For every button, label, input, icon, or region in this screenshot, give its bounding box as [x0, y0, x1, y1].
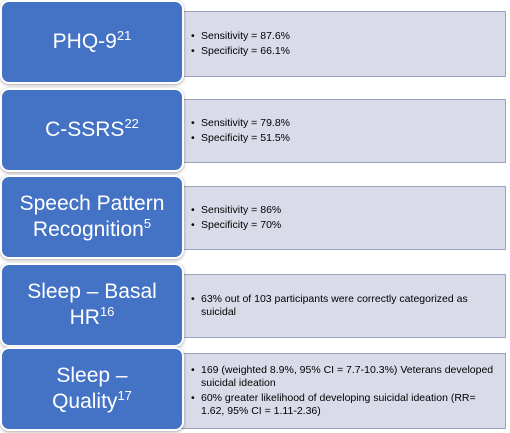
label-box-phq9: PHQ-921: [0, 0, 184, 84]
bullet-specificity: Specificity = 70%: [191, 219, 499, 232]
bullet-greater-likelihood: 60% greater likelihood of developing sui…: [191, 392, 499, 418]
label-line: Speech Pattern: [19, 192, 165, 215]
detail-box-cssrs: Sensitivity = 79.8% Specificity = 51.5%: [176, 99, 506, 163]
bullet-list: Sensitivity = 79.8% Specificity = 51.5%: [191, 115, 499, 147]
label-box-cssrs: C-SSRS22: [0, 88, 184, 172]
label-box-sleep-quality: Sleep – Quality17: [0, 347, 184, 431]
bullet-sensitivity: Sensitivity = 87.6%: [191, 30, 499, 43]
reference-number: 22: [124, 116, 139, 131]
bullet-sensitivity: Sensitivity = 79.8%: [191, 117, 499, 130]
bullet-correctly-categorized: 63% out of 103 participants were correct…: [191, 293, 499, 319]
bullet-sensitivity: Sensitivity = 86%: [191, 204, 499, 217]
label-box-sleep-basal-hr: Sleep – Basal HR16: [0, 263, 184, 347]
detail-box-sleep-basal-hr: 63% out of 103 participants were correct…: [176, 274, 506, 338]
detail-box-speech-pattern: Sensitivity = 86% Specificity = 70%: [176, 186, 506, 250]
reference-number: 5: [143, 216, 152, 231]
label-text: C-SSRS22: [45, 117, 139, 143]
label-line-2: Recognition5: [20, 217, 165, 243]
row-sleep-basal-hr: 63% out of 103 participants were correct…: [0, 263, 510, 347]
label-line: PHQ-9: [52, 30, 117, 53]
label-box-speech-pattern: Speech Pattern Recognition5: [0, 175, 184, 259]
row-speech-pattern: Sensitivity = 86% Specificity = 70% Spee…: [0, 175, 510, 259]
label-text: Speech Pattern Recognition5: [20, 191, 165, 243]
reference-number: 16: [99, 304, 115, 319]
bullet-list: 169 (weighted 8.9%, 95% CI = 7.7-10.3%) …: [191, 362, 499, 420]
label-line-2: HR16: [27, 305, 157, 331]
label-line: Sleep –: [56, 364, 128, 387]
bullet-specificity: Specificity = 66.1%: [191, 45, 499, 58]
label-line: Recognition: [32, 218, 144, 241]
label-text: PHQ-921: [53, 29, 132, 55]
reference-number: 21: [116, 28, 132, 43]
label-text: Sleep – Basal HR16: [27, 279, 157, 331]
detail-box-sleep-quality: 169 (weighted 8.9%, 95% CI = 7.7-10.3%) …: [176, 353, 506, 429]
bullet-list: 63% out of 103 participants were correct…: [191, 291, 499, 321]
label-line: Sleep – Basal: [27, 280, 157, 303]
row-cssrs: Sensitivity = 79.8% Specificity = 51.5% …: [0, 88, 510, 172]
bullet-list: Sensitivity = 86% Specificity = 70%: [191, 202, 499, 234]
label-line: Quality: [52, 390, 118, 413]
bullet-specificity: Specificity = 51.5%: [191, 132, 499, 145]
row-sleep-quality: 169 (weighted 8.9%, 95% CI = 7.7-10.3%) …: [0, 347, 510, 433]
label-line: HR: [69, 306, 100, 329]
label-line: C-SSRS: [45, 118, 125, 141]
label-text: Sleep – Quality17: [52, 363, 132, 415]
detail-box-phq9: Sensitivity = 87.6% Specificity = 66.1%: [176, 11, 506, 77]
reference-number: 17: [117, 388, 132, 403]
bullet-veterans-ideation: 169 (weighted 8.9%, 95% CI = 7.7-10.3%) …: [191, 364, 499, 390]
row-phq9: Sensitivity = 87.6% Specificity = 66.1% …: [0, 0, 510, 84]
bullet-list: Sensitivity = 87.6% Specificity = 66.1%: [191, 28, 499, 60]
label-line-2: Quality17: [52, 389, 132, 415]
